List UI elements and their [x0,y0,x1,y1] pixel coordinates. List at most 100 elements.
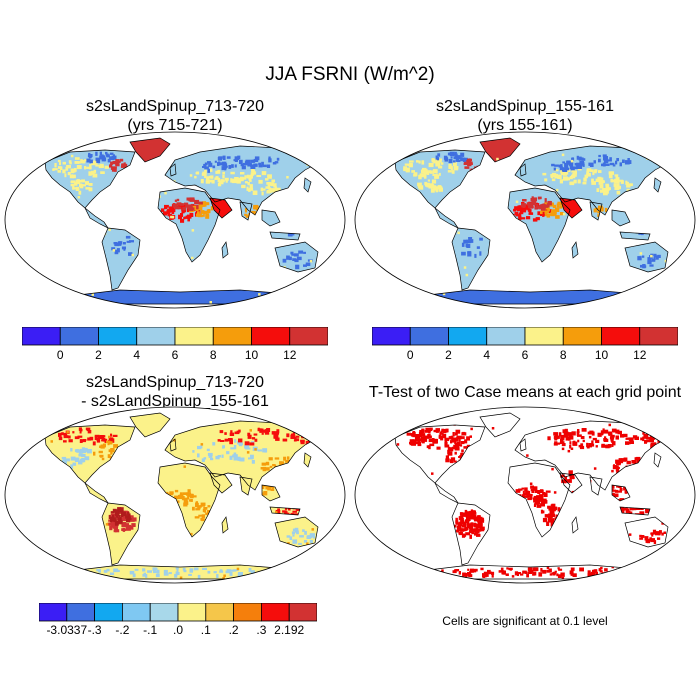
grid-cell [479,251,482,256]
grid-cell [574,163,580,166]
grid-cell [491,427,495,430]
grid-cell [444,441,448,447]
grid-cell [70,448,73,452]
grid-cell [460,152,465,157]
grid-cell [587,431,591,435]
grid-cell [561,437,564,441]
grid-cell [81,184,86,187]
grid-cell [403,166,408,171]
grid-cell [475,524,479,528]
grid-cell [653,253,657,258]
grid-cell [541,206,546,211]
grid-cell [406,432,411,436]
grid-cell [252,159,256,163]
grid-cell [62,460,66,465]
grid-cell [601,207,604,212]
grid-cell [196,213,200,217]
grid-cell [518,489,521,493]
grid-cell [186,197,189,201]
coastline [44,424,136,484]
grid-cell [116,248,120,253]
grid-cell [67,435,71,439]
grid-cell [540,503,545,507]
grid-cell [224,432,227,435]
grid-cell [295,435,300,438]
grid-cell [621,458,626,462]
grid-cell [509,568,512,571]
grid-cell [286,535,291,538]
coastline [164,420,321,491]
grid-cell [101,157,106,162]
grid-cell [72,183,75,188]
grid-cell [602,428,605,433]
colorbar-box [212,327,252,346]
grid-cell [620,180,624,184]
grid-cell [74,457,80,462]
grid-cell [262,164,267,168]
grid-cell [266,428,269,432]
colorbar-box [260,603,290,622]
grid-cell [261,462,267,466]
colorbar-box [136,327,176,346]
grid-cell [300,148,304,152]
grid-cell [570,572,574,576]
grid-cell [602,162,606,167]
grid-cell [554,176,559,179]
grid-cell [428,438,433,443]
grid-cell [134,568,139,571]
grid-cell [70,464,74,469]
grid-cell [563,171,567,176]
grid-cell [551,572,557,575]
grid-cell [615,175,618,180]
grid-cell [514,211,519,215]
grid-cell [544,178,548,182]
grid-cell [580,436,585,440]
grid-cell [289,536,293,540]
grid-cell [520,217,526,220]
grid-cell [99,455,103,458]
grid-cell [605,444,610,449]
grid-cell [258,179,263,184]
grid-cell [586,442,589,448]
grid-cell [622,433,628,437]
grid-cell [268,187,272,190]
grid-cell [602,180,605,184]
grid-cell [473,516,476,520]
grid-cell [608,174,613,179]
grid-cell [561,153,565,157]
grid-cell [469,510,473,515]
grid-cell [590,577,593,579]
grid-cell [53,168,58,171]
grid-cell [603,159,609,164]
grid-cell [518,572,522,575]
grid-cell [561,170,565,176]
grid-cell [435,155,438,160]
grid-cell [203,210,208,215]
grid-cell [598,180,604,185]
grid-cell [611,438,614,443]
grid-cell [110,521,116,524]
grid-cell [120,515,124,518]
grid-cell [555,188,559,192]
coastline [611,209,631,227]
grid-cell [596,207,601,211]
grid-cell [91,293,94,296]
grid-cell [547,208,551,212]
grid-cell [498,570,501,573]
grid-cell [182,567,186,571]
grid-cell [618,458,622,462]
grid-cell [631,460,637,464]
colorbar-tick-label: 0 [56,348,64,362]
grid-cell [254,448,257,451]
grid-cell [527,497,532,501]
grid-cell [604,163,610,166]
grid-cell [169,491,174,495]
grid-cell [456,529,459,533]
grid-cell [573,166,578,170]
grid-cell [60,166,63,170]
grid-cell [555,208,559,212]
grid-cell [608,171,612,175]
grid-cell [642,255,645,258]
grid-cell [180,204,183,209]
grid-cell [291,531,296,535]
